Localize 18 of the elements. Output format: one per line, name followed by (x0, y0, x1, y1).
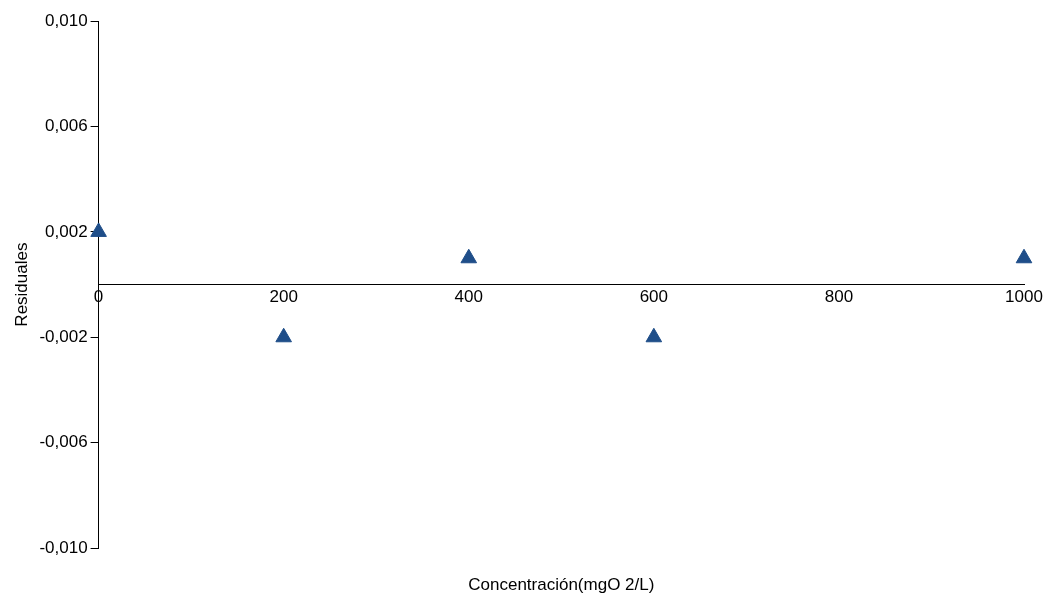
x-tick-label: 600 (639, 287, 669, 307)
point (275, 327, 292, 343)
y-tick-label: -0,010 (39, 537, 88, 557)
x-axis-title: Concentración(mgO 2/L) (468, 575, 655, 595)
point (1015, 248, 1033, 264)
y-tick-label: 0,002 (45, 221, 88, 241)
y-tick-label: 0,006 (45, 116, 88, 136)
point (460, 248, 478, 264)
x-tick-label: 1000 (1005, 287, 1043, 307)
y-tick-label: -0,006 (39, 432, 88, 452)
x-tick-label: 800 (824, 287, 854, 307)
y-tick-label: -0,002 (39, 326, 88, 346)
x-tick-label: 200 (269, 287, 298, 307)
x-tick-label: 400 (454, 287, 483, 307)
point (645, 327, 663, 343)
point (90, 222, 107, 237)
y-axis-title: Residuales (11, 242, 31, 327)
y-tick-label: 0,010 (45, 10, 88, 30)
